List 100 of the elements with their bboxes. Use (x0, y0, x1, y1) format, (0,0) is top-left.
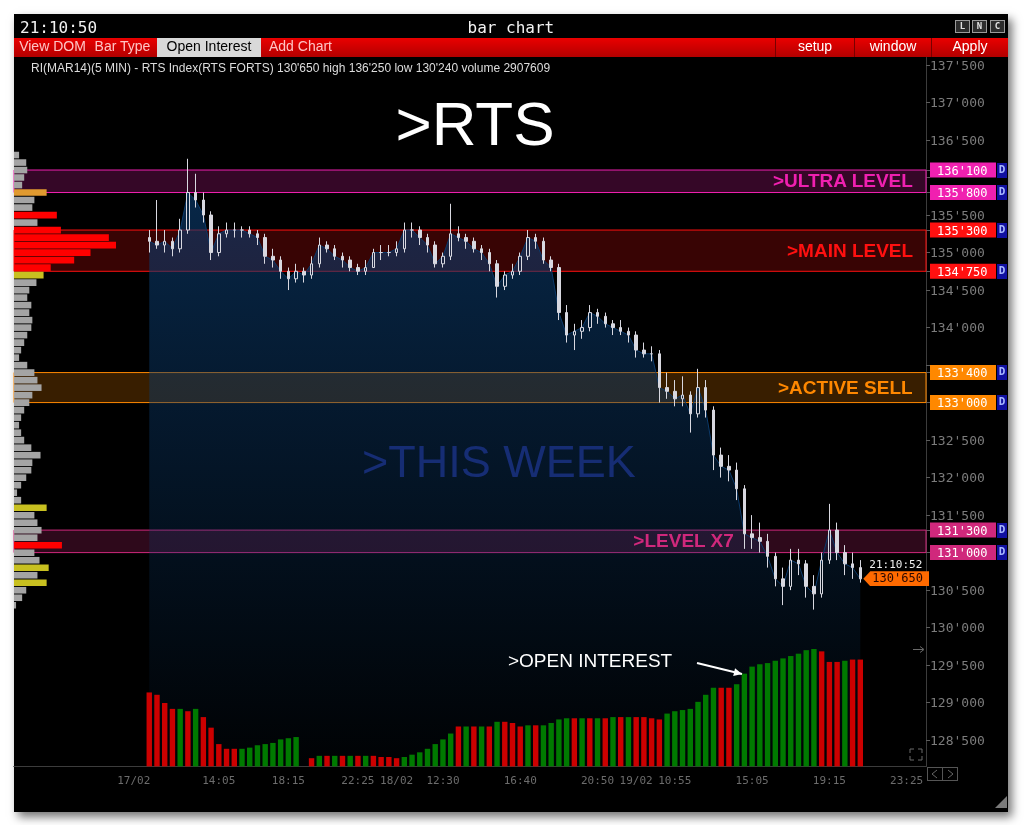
bar (834, 661, 840, 767)
bar (610, 717, 616, 767)
bar (502, 721, 508, 767)
candlestick (588, 304, 592, 332)
bar (826, 661, 833, 767)
candlestick (774, 552, 777, 587)
candlestick (426, 233, 429, 254)
bar (14, 571, 38, 579)
bar (703, 694, 709, 767)
bar (463, 726, 469, 767)
bar (618, 717, 624, 767)
bar (563, 718, 570, 767)
x-tick-label: 19/02 (619, 774, 653, 788)
bar (788, 656, 794, 767)
bar (509, 722, 516, 767)
bar (308, 758, 315, 767)
bar (185, 711, 191, 767)
text: D (997, 162, 1007, 178)
candlestick (580, 319, 584, 340)
candlestick (256, 229, 259, 246)
bar (14, 211, 57, 219)
text: D (998, 522, 1006, 536)
candlestick (148, 229, 151, 254)
candlestick (727, 454, 731, 482)
candlestick (681, 375, 684, 407)
bar (803, 650, 809, 767)
candlestick (665, 372, 669, 400)
text: N (972, 20, 987, 33)
bar (440, 739, 446, 767)
y-tick-label: 131'000 (937, 546, 988, 561)
bar (525, 725, 531, 767)
candlestick (410, 222, 414, 239)
candlestick (634, 330, 638, 359)
text: setup (775, 38, 854, 57)
bar (254, 745, 261, 767)
candlestick (495, 259, 499, 299)
bar (347, 755, 353, 767)
text: Bar Type (93, 38, 152, 56)
candlestick (859, 559, 862, 584)
bar (818, 651, 825, 767)
bar (409, 754, 415, 767)
y-tick-label: 129'000 (930, 695, 985, 711)
candlestick (457, 225, 460, 242)
bar (579, 718, 585, 767)
y-tick-label: 135'800 (937, 186, 988, 201)
band-label: >ACTIVE SELL (778, 376, 913, 399)
candlestick (619, 319, 622, 336)
bar (849, 659, 856, 767)
text: L (955, 20, 970, 33)
bar (757, 664, 763, 767)
candlestick (758, 522, 762, 554)
candlestick (480, 244, 483, 261)
candlestick (549, 255, 553, 272)
bar (710, 687, 717, 767)
candlestick (364, 259, 367, 276)
candlestick (325, 240, 329, 254)
y-tick-label: 133'000 (937, 396, 988, 411)
candlestick (186, 158, 190, 235)
bar (208, 727, 214, 767)
bar (393, 758, 400, 767)
candlestick (472, 237, 476, 254)
bar (556, 719, 562, 767)
candlestick (789, 548, 792, 591)
candlestick (433, 240, 437, 269)
y-tick-label: 134'000 (930, 320, 985, 336)
candlestick (372, 248, 375, 269)
y-tick-label: 132'500 (930, 432, 985, 448)
annotation: 130'650 (863, 571, 930, 587)
candlestick (248, 225, 251, 239)
text: D (998, 395, 1006, 409)
candlestick (658, 349, 661, 404)
candlestick (534, 233, 537, 250)
bar (285, 738, 292, 767)
bar (733, 684, 740, 767)
candlestick (735, 462, 738, 501)
bar (842, 660, 848, 767)
candlestick (233, 222, 236, 239)
candlestick (503, 270, 507, 291)
candlestick (271, 248, 275, 269)
text: C (990, 20, 1005, 33)
candlestick (209, 210, 213, 261)
bar (780, 658, 786, 767)
candlestick (464, 233, 468, 250)
bar (447, 733, 454, 767)
text: Open Interest (157, 38, 261, 57)
candlestick (611, 319, 615, 336)
candlestick (348, 255, 352, 272)
candlestick (225, 222, 228, 239)
bar (277, 739, 284, 767)
y-tick-label: 130'500 (930, 582, 985, 598)
candlestick (418, 225, 422, 246)
bar (324, 755, 330, 767)
bar (587, 718, 593, 767)
y-tick-label: 137'000 (930, 95, 985, 111)
bar (741, 673, 748, 767)
bar (548, 722, 554, 767)
y-tick-label: 128'500 (930, 732, 985, 748)
bar (455, 726, 462, 767)
y-tick-label: 136'100 (937, 163, 988, 178)
bar (478, 726, 485, 767)
